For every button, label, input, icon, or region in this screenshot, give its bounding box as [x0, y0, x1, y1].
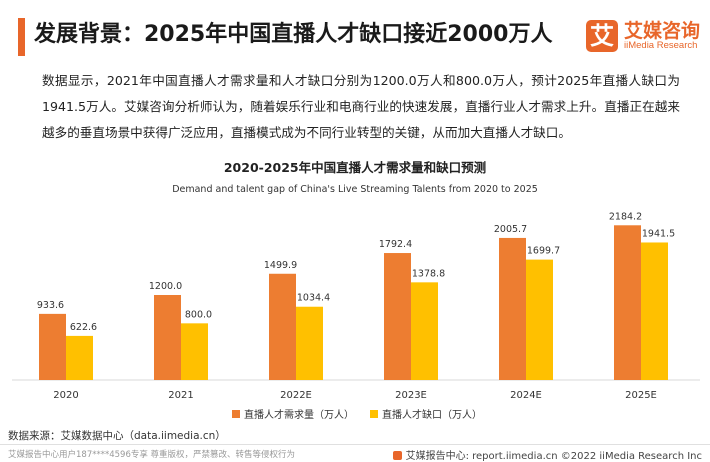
data-source: 数据来源：艾媒数据中心（data.iimedia.cn） [8, 430, 226, 442]
data-label: 2184.2 [609, 211, 642, 222]
bar-demand [499, 237, 526, 380]
data-label: 1499.9 [264, 260, 297, 271]
bar-demand [269, 273, 296, 380]
intro-paragraph: 数据显示，2021年中国直播人才需求量和人才缺口分别为1200.0万人和800.… [42, 73, 680, 140]
data-label: 1699.7 [527, 246, 560, 257]
data-label: 2005.7 [494, 224, 527, 235]
chart-title: 2020-2025年中国直播人才需求量和缺口预测 [224, 160, 486, 175]
data-label: 1200.0 [149, 281, 182, 292]
bar-demand [384, 253, 411, 380]
x-tick-label: 2021 [168, 390, 193, 401]
data-label: 1941.5 [642, 228, 675, 239]
x-tick-label: 2023E [395, 390, 427, 401]
report-center-icon [392, 451, 402, 460]
bar-gap [66, 335, 93, 380]
bar-demand [154, 295, 181, 380]
legend-swatch-gap [370, 410, 378, 418]
data-label: 1792.4 [379, 239, 412, 250]
brand-name-cn: 艾媒咨询 [624, 20, 701, 42]
data-label: 622.6 [70, 322, 97, 333]
bar-demand [614, 225, 641, 380]
footer-copyright-notice: 艾媒报告中心用户187****4596专享 尊重版权，严禁篡改、转售等侵权行为 [8, 450, 296, 460]
x-tick-label: 2020 [53, 390, 78, 401]
brand-name-en: iiMedia Research [624, 40, 698, 51]
x-tick-label: 2024E [510, 390, 542, 401]
bar-gap [411, 282, 438, 380]
title-accent-bar [18, 18, 25, 56]
data-label: 1034.4 [297, 293, 330, 304]
x-tick-label: 2022E [280, 390, 312, 401]
chart-subtitle: Demand and talent gap of China's Live St… [172, 184, 538, 195]
footer-report-center: 艾媒报告中心: report.iimedia.cn ©2022 iiMedia … [392, 447, 702, 462]
brand-logo: 艾 艾媒咨询 iiMedia Research [586, 18, 704, 56]
legend-label: 直播人才缺口（万人） [382, 408, 482, 421]
x-tick-label: 2025E [625, 390, 657, 401]
footer-report-center-text: 艾媒报告中心: report.iimedia.cn ©2022 iiMedia … [405, 451, 702, 462]
page-title: 发展背景：2025年中国直播人才缺口接近2000万人 [34, 22, 553, 47]
legend-swatch-demand [232, 410, 240, 418]
bar-gap [181, 323, 208, 380]
brand-mark-icon: 艾 [586, 20, 618, 52]
legend-label: 直播人才需求量（万人） [244, 408, 354, 421]
footer-divider [0, 444, 710, 445]
bar-gap [296, 306, 323, 380]
bar-chart: 2020-2025年中国直播人才需求量和缺口预测 Demand and talen… [12, 160, 700, 421]
data-label: 800.0 [185, 309, 212, 320]
data-label: 1378.8 [412, 268, 445, 279]
data-label: 933.6 [37, 300, 64, 311]
bar-demand [39, 313, 66, 380]
bar-gap [641, 242, 668, 380]
bar-gap [526, 259, 553, 380]
